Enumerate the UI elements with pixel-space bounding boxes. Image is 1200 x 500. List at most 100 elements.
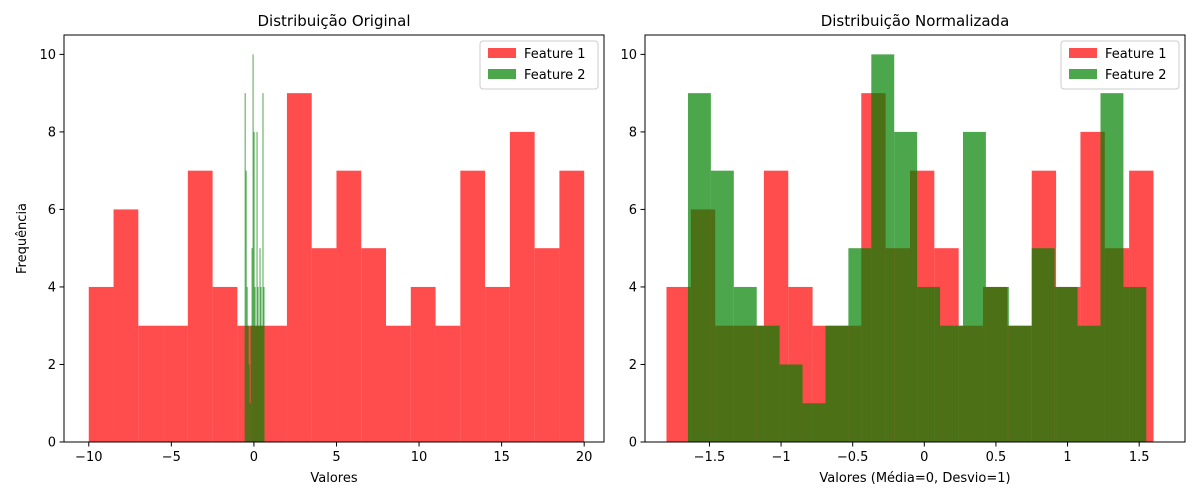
x-tick-label: 0 [920, 450, 928, 465]
chart-title: Distribuição Original [257, 12, 410, 30]
histogram-bar [255, 325, 257, 442]
y-tick-label: 4 [629, 280, 637, 295]
histogram-bar [245, 170, 247, 442]
y-tick-label: 10 [620, 48, 637, 63]
y-tick-label: 8 [629, 125, 637, 140]
x-tick-label: 1 [1063, 450, 1071, 465]
x-tick-label: 1.5 [1129, 450, 1150, 465]
y-axis-label: Frequência [15, 203, 30, 274]
histogram-bar [261, 325, 263, 442]
histogram-bar [1031, 248, 1055, 442]
histogram-bar [1077, 325, 1101, 442]
y-tick-label: 0 [629, 436, 637, 451]
histogram-bar [253, 131, 255, 442]
histogram-bar [460, 170, 486, 442]
y-tick-label: 2 [629, 358, 637, 373]
histogram-bar [917, 286, 941, 442]
histogram-bar [509, 131, 535, 442]
histogram-bar [256, 131, 258, 442]
histogram-bar [88, 286, 114, 442]
series-2-bars [687, 54, 1147, 443]
y-tick-label: 6 [629, 203, 637, 218]
x-tick-label: 20 [576, 450, 593, 465]
series-2-bars [244, 54, 265, 443]
legend-swatch [488, 69, 516, 79]
histogram-bar [259, 248, 261, 442]
legend-swatch [1069, 48, 1097, 58]
histogram-bar [1054, 286, 1078, 442]
histogram-bar [246, 286, 248, 442]
histogram-bar [257, 286, 259, 442]
histogram-bar [802, 403, 826, 442]
chart-panel-original: −10 −5 0 5 10 15 20 0 2 4 6 8 10 Distribuição Origina… [15, 12, 605, 486]
x-tick-label: −10 [75, 450, 102, 465]
chart-panel-normalized: −1.5 −1 −0.5 0 0.5 1 1.5 0 2 4 6 8 10 Distribuição No… [620, 12, 1186, 486]
histogram-bar [962, 131, 986, 442]
histogram-bar [113, 209, 139, 442]
legend-label: Feature 2 [1105, 68, 1167, 83]
x-tick-label: 5 [332, 450, 340, 465]
histogram-bar [848, 248, 872, 442]
histogram-bar [247, 325, 249, 442]
y-tick-label: 4 [48, 280, 56, 295]
histogram-bar [733, 286, 757, 442]
legend-swatch [1069, 69, 1097, 79]
chart-title: Distribuição Normalizada [821, 12, 1010, 30]
x-tick-label: −0.5 [837, 450, 869, 465]
histogram-bar [386, 325, 411, 442]
histogram-bar [410, 286, 436, 442]
x-tick-label: −5 [162, 450, 181, 465]
histogram-bar [666, 286, 691, 442]
histogram-bar [1123, 286, 1147, 442]
histogram-bar [262, 93, 264, 443]
histogram-bar [251, 248, 253, 442]
histogram-bar [138, 325, 164, 442]
x-tick-label: −1 [771, 450, 790, 465]
y-tick-label: 0 [48, 436, 56, 451]
x-axis-label: Valores [310, 471, 357, 486]
x-tick-label: −1.5 [694, 450, 726, 465]
histogram-bar [311, 248, 337, 442]
histogram-bar [1100, 93, 1124, 443]
legend-label: Feature 1 [1105, 47, 1167, 62]
legend: Feature 1 Feature 2 [1060, 40, 1180, 90]
histogram-bar [263, 286, 265, 442]
histogram-bar [260, 286, 262, 442]
histogram-bar [336, 170, 362, 442]
histogram-bar [940, 325, 963, 442]
x-tick-label: 15 [493, 450, 510, 465]
legend: Feature 1 Feature 2 [479, 40, 599, 90]
x-tick-label: 10 [411, 450, 428, 465]
y-tick-label: 2 [48, 358, 56, 373]
histogram-bar [249, 403, 251, 442]
histogram-bar [687, 93, 711, 443]
legend-label: Feature 2 [524, 68, 586, 83]
histogram-bar [559, 170, 585, 442]
x-tick-label: 0.5 [986, 450, 1007, 465]
x-tick-label: 0 [250, 450, 258, 465]
histogram-bar [244, 93, 246, 443]
histogram-bar [435, 325, 461, 442]
histogram-bar [534, 248, 560, 442]
axes-frame [644, 34, 1186, 443]
histogram-bar [248, 364, 250, 442]
histogram-bar [258, 325, 260, 442]
histogram-bar [779, 364, 803, 442]
histogram-bar [485, 286, 510, 442]
histogram-bar [163, 325, 188, 442]
histogram-bar [985, 286, 1009, 442]
histogram-bar [250, 325, 252, 442]
histogram-bar [871, 54, 895, 442]
histogram-bar [187, 170, 213, 442]
y-tick-label: 8 [48, 125, 56, 140]
legend-label: Feature 1 [524, 47, 586, 62]
histogram-bar [361, 248, 387, 442]
histogram-bar [710, 170, 734, 442]
x-axis-label: Valores (Média=0, Desvio=1) [819, 471, 1010, 486]
histogram-bar [894, 131, 918, 442]
histogram-bar [252, 54, 254, 442]
histogram-bar [756, 325, 780, 442]
histogram-bar [286, 93, 312, 443]
histogram-bar [825, 325, 849, 442]
